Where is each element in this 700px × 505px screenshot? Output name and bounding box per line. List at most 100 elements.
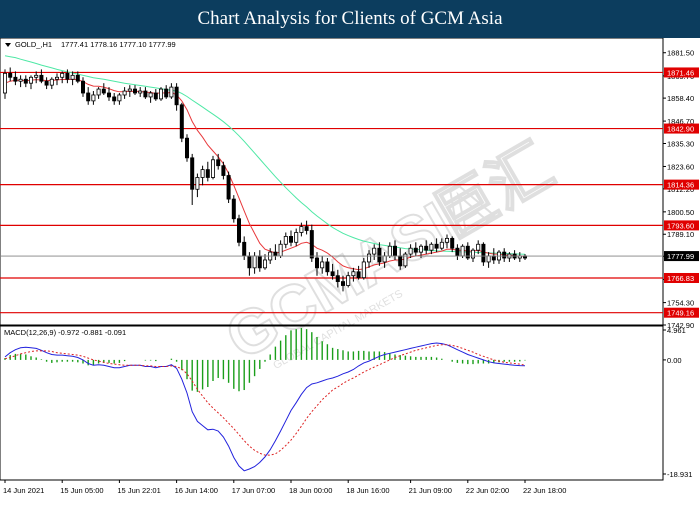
macd-panel-frame [0, 325, 664, 481]
candle-bear [491, 255, 496, 261]
candle-bear [335, 275, 340, 282]
watermark: GCMASIA 巨汇 GLOBAL CAPITAL MARKETS [214, 130, 566, 374]
time-tick-label: 14 Jun 2021 [3, 486, 44, 495]
candle-bull [158, 88, 163, 100]
symbol-name: GOLD_,H1 [15, 40, 52, 49]
candle-bear [465, 245, 470, 259]
price-tick-label: 1823.60 [667, 162, 694, 171]
triangle-down-icon [5, 43, 11, 47]
level-label: 1842.90 [667, 125, 694, 134]
candle-bull [138, 90, 143, 94]
candle-bear [174, 86, 179, 106]
time-tick-label: 21 Jun 09:00 [409, 486, 452, 495]
candle-bear [86, 92, 91, 102]
level-label: 1749.16 [667, 309, 694, 318]
macd-line [4, 342, 526, 472]
candle-bear [392, 245, 397, 257]
level-label: 1793.60 [667, 221, 694, 230]
candle-bear [242, 241, 247, 257]
candle-bear [75, 74, 80, 82]
candle-bear [226, 175, 231, 200]
candle-bull [294, 232, 299, 243]
candle-bear [455, 247, 460, 257]
price-panel-frame [0, 37, 664, 326]
candle-bull [91, 94, 96, 102]
candle-bear [330, 271, 335, 277]
candle-bear [112, 96, 117, 102]
candle-bull [382, 255, 387, 263]
macd-axis: 4.961 0.00 -18.931 [663, 326, 692, 479]
candle-bull [299, 226, 304, 233]
signal-line [4, 344, 526, 456]
candle-bear [314, 257, 319, 269]
candle-bear [164, 88, 169, 98]
candle-bull [49, 78, 54, 86]
candle-bear [398, 255, 403, 267]
candle-bear [107, 92, 112, 98]
time-tick-label: 18 Jun 16:00 [346, 486, 389, 495]
level-tag [664, 123, 699, 134]
candle-bear [44, 80, 49, 86]
candle-bull [117, 94, 122, 102]
candle-bear [247, 255, 252, 269]
candle-bull [96, 88, 101, 96]
candle-bear [481, 243, 486, 263]
candle-bull [372, 247, 377, 255]
candle-bear [231, 198, 236, 220]
candle-bull [195, 177, 200, 190]
chart-area: GCMASIA 巨汇 GLOBAL CAPITAL MARKETS GOLD_,… [0, 37, 700, 500]
ma-slow-line [4, 55, 526, 255]
macd-histogram [4, 327, 526, 392]
candle-bull [70, 74, 75, 80]
time-tick-label: 22 Jun 02:00 [466, 486, 509, 495]
level-tag [664, 307, 699, 318]
candle-bear [356, 271, 361, 279]
level-tag [664, 272, 699, 283]
candle-bear [65, 72, 70, 80]
level-tag [664, 67, 699, 78]
candle-bull [60, 72, 65, 78]
candle-bull [34, 74, 39, 78]
candle-bear [325, 261, 330, 273]
candle-bull [278, 243, 283, 257]
candle-bear [309, 230, 314, 259]
candle-bull [460, 245, 465, 257]
candle-bull [122, 90, 127, 96]
candle-bull [439, 241, 444, 249]
price-tick-label: 1835.30 [667, 139, 694, 148]
candle-bear [413, 247, 418, 253]
candle-bull [210, 159, 215, 178]
candle-bear [304, 226, 309, 231]
candle-bear [13, 76, 18, 82]
candle-bear [23, 78, 28, 84]
candle-bull [169, 86, 174, 98]
macd-lines [4, 342, 526, 472]
candle-bull [252, 255, 257, 269]
price-tick-label: 1754.30 [667, 299, 694, 308]
candle-bull [28, 76, 33, 84]
candle-bear [377, 247, 382, 263]
macd-tick-label: -18.931 [667, 470, 692, 479]
macd-tick-label: 0.00 [667, 356, 682, 365]
candle-bull [148, 92, 153, 98]
candle-bear [216, 159, 221, 167]
candle-bull [320, 261, 325, 269]
level-tag [664, 220, 699, 231]
current-price-label: 1777.99 [667, 252, 694, 261]
candle-bull [366, 253, 371, 263]
level-label: 1766.83 [667, 274, 694, 283]
candle-bull [3, 72, 8, 94]
candle-bull [283, 236, 288, 245]
candle-bear [179, 104, 184, 139]
current-price-marker: 1777.99 [0, 251, 699, 262]
time-tick-label: 16 Jun 14:00 [175, 486, 218, 495]
level-label: 1871.46 [667, 68, 694, 77]
time-tick-label: 18 Jun 00:00 [289, 486, 332, 495]
candle-bear [132, 88, 137, 94]
candle-bear [8, 72, 13, 78]
price-tick-label: 1846.70 [667, 117, 694, 126]
time-tick-label: 22 Jun 18:00 [523, 486, 566, 495]
price-tick-label: 1800.50 [667, 208, 694, 217]
support-resistance-levels: 1871.46 1842.90 1814.36 1793.60 1766.83 1749.… [0, 67, 699, 318]
candle-bull [18, 78, 23, 82]
